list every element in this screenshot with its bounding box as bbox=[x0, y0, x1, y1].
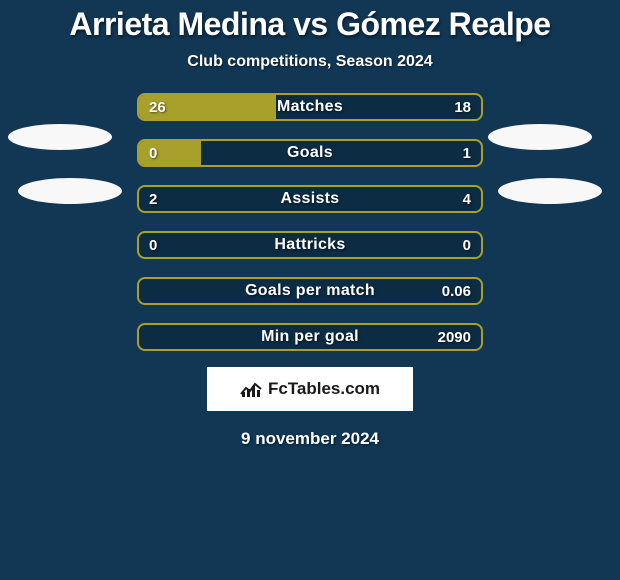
page-title: Arrieta Medina vs Gómez Realpe bbox=[0, 0, 620, 43]
stat-value-right: 4 bbox=[463, 187, 471, 211]
chart-icon bbox=[240, 380, 262, 398]
stat-label: Min per goal bbox=[139, 325, 481, 349]
stat-value-left: 0 bbox=[149, 141, 157, 165]
stat-value-left: 0 bbox=[149, 233, 157, 257]
avatar-left-0 bbox=[8, 124, 112, 150]
stat-value-right: 2090 bbox=[438, 325, 471, 349]
stat-label: Goals per match bbox=[139, 279, 481, 303]
stat-value-right: 1 bbox=[463, 141, 471, 165]
stat-value-right: 18 bbox=[454, 95, 471, 119]
stat-value-right: 0.06 bbox=[442, 279, 471, 303]
stat-row-goals: Goals0 1 bbox=[137, 139, 483, 167]
stat-row-assists: Assists2 4 bbox=[137, 185, 483, 213]
avatar-right-1 bbox=[498, 178, 602, 204]
stat-value-left: 26 bbox=[149, 95, 166, 119]
stat-row-hattricks: Hattricks0 0 bbox=[137, 231, 483, 259]
stat-value-right: 0 bbox=[463, 233, 471, 257]
source-badge-text: FcTables.com bbox=[268, 379, 380, 399]
stat-value-left: 2 bbox=[149, 187, 157, 211]
stat-row-matches: Matches26 18 bbox=[137, 93, 483, 121]
stat-label: Hattricks bbox=[139, 233, 481, 257]
stat-label: Assists bbox=[139, 187, 481, 211]
date-line: 9 november 2024 bbox=[0, 429, 620, 449]
stat-row-goals-per-match: Goals per match0.06 bbox=[137, 277, 483, 305]
stat-label: Goals bbox=[139, 141, 481, 165]
stat-row-min-per-goal: Min per goal2090 bbox=[137, 323, 483, 351]
comparison-card: Arrieta Medina vs Gómez Realpe Club comp… bbox=[0, 0, 620, 580]
avatar-right-0 bbox=[488, 124, 592, 150]
stat-label: Matches bbox=[139, 95, 481, 119]
stats-panel: Matches2618Goals01Assists24Hattricks00Go… bbox=[137, 93, 483, 351]
page-subtitle: Club competitions, Season 2024 bbox=[0, 53, 620, 71]
avatar-left-1 bbox=[18, 178, 122, 204]
source-badge: FcTables.com bbox=[207, 367, 413, 411]
